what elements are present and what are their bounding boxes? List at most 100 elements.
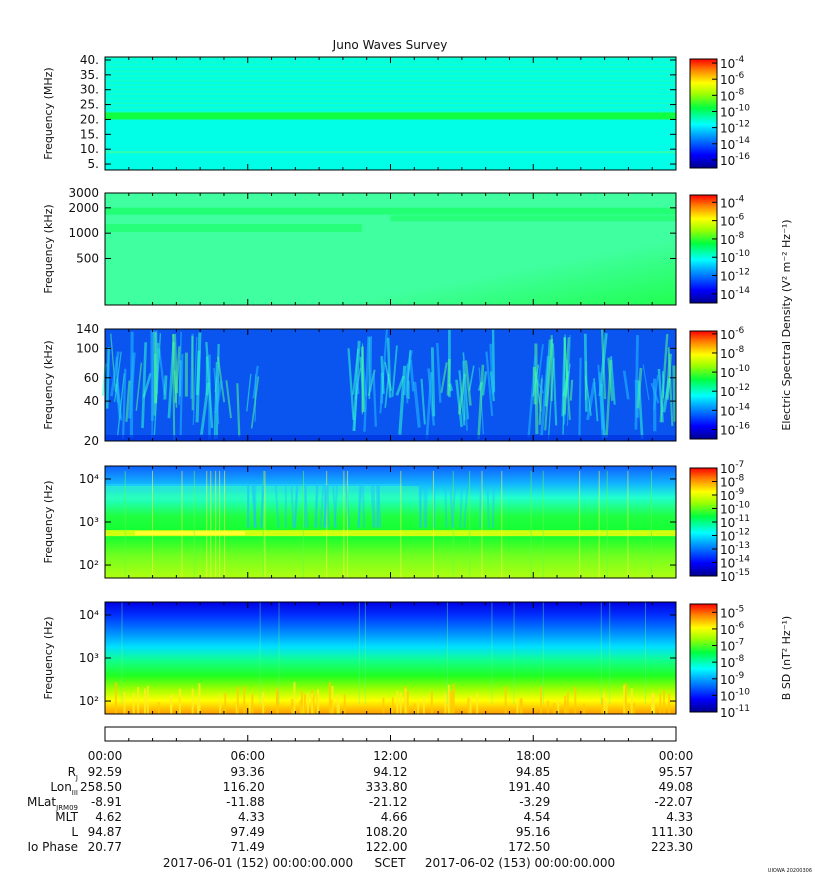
ephemeris-value: 71.49 [230,840,264,854]
heatmap-streak [135,362,143,411]
heatmap-streak [251,484,256,528]
colorbar-tick-label: 10-16 [720,152,750,168]
heatmap-streak [459,484,464,528]
heatmap-streak [171,333,176,441]
heatmap-streak [357,485,361,528]
heatmap-streak [485,351,494,416]
x-time-label: 00:00 [659,749,694,763]
heatmap-streak [372,373,377,427]
heatmap-band [105,97,676,100]
colorbar-4: 10-710-810-910-1010-1110-1210-1310-1410-… [689,460,750,584]
heatmap-streak [314,484,319,528]
heatmap-streak [110,351,120,397]
heatmap-streak [250,376,260,429]
x-time-label: 12:00 [373,749,408,763]
heatmap-streak [357,484,363,528]
heatmap-streak [463,484,469,528]
heatmap-streak [363,336,370,432]
ephemeris-value: 49.08 [659,780,693,794]
heatmap-streak [195,332,202,423]
ephemeris-value: 191.40 [508,780,550,794]
y-tick-label: 10² [79,694,99,708]
heatmap-streak [213,380,223,414]
y-tick-label: 40 [84,394,99,408]
heatmap-band [105,224,362,233]
heatmap-streak [657,368,664,423]
colorbar-tick-label: 10-8 [720,87,745,103]
heatmap-streak [370,484,375,528]
heatmap-band [105,70,676,73]
ephemeris-value: -3.29 [519,795,550,809]
ephemeris-value: -8.91 [91,795,122,809]
heatmap-streak [586,382,596,421]
ephemeris-value: 4.33 [666,810,693,824]
colorbar-title-magnetic: B SD (nT² Hz⁻¹) [780,616,793,700]
ephemeris-value: 122.00 [366,840,408,854]
heatmap-streak [347,348,355,420]
heatmap-streak [355,375,360,395]
heatmap-streak [544,339,552,407]
ephemeris-label: LonIII [50,780,78,797]
colorbar-tick-label: 10-6 [720,326,745,342]
heatmap-streak [213,361,218,440]
ephemeris-value: 94.12 [373,765,407,779]
heatmap-streak [650,382,660,404]
heatmap-streak [121,368,127,440]
heatmap-band [105,111,676,113]
ephemeris-value: 4.62 [95,810,122,824]
ephemeris-label: L [71,825,78,839]
heatmap-streak [448,383,454,392]
colorbar-tick-label: 10-15 [720,568,750,584]
heatmap-streak [380,355,385,395]
heatmap-streak [326,485,330,528]
heatmap-streak [324,485,328,528]
heatmap-band [105,88,676,91]
heatmap-streak [293,484,298,528]
heatmap-streak [141,342,148,429]
colorbar-tick-label: 10-12 [720,268,750,284]
y-tick-label: 35. [80,68,99,82]
heatmap-streak [622,370,630,400]
colorbar-tick-label: 10-10 [720,687,750,703]
y-axis-label: Frequency (kHz) [42,340,55,429]
heatmap-bg [105,602,676,714]
ephemeris-value: 95.57 [659,765,693,779]
colorbar-gradient [689,603,718,713]
colorbar-tick-label: 10-5 [720,604,744,620]
colorbar-tick-label: 10-12 [720,120,750,136]
ephemeris-value: 108.20 [366,825,408,839]
heatmap-streak [444,485,448,528]
heatmap-streak [440,362,448,393]
heatmap-line [135,531,245,536]
heatmap-streak [492,485,495,528]
spectrogram-panel-3: 20 40 60 100 140 Frequency (kHz) [42,322,677,448]
colorbar-tick-label: 10-6 [720,621,745,637]
heatmap-band [105,151,676,154]
heatmap-streak [252,484,257,528]
ephemeris-value: 93.36 [230,765,264,779]
y-tick-label: 15. [80,127,99,141]
y-tick-label: 20 [84,434,99,448]
heatmap-streak [304,484,309,528]
heatmap-streak [246,373,252,412]
ephemeris-value: -11.88 [226,795,265,809]
heatmap-streak [361,485,366,528]
ephemeris-value: 20.77 [88,840,122,854]
heatmap-streak [178,331,182,405]
y-axis-label: Frequency (MHz) [42,67,55,159]
ephemeris-value: 223.30 [651,840,693,854]
heatmap-streak [481,371,488,396]
heatmap-streak [463,371,468,431]
ephemeris-value: 4.66 [381,810,408,824]
y-tick-label: 30. [80,83,99,97]
colorbar-tick-label: 10-14 [720,402,750,418]
colorbar-tick-label: 10-9 [720,671,745,687]
heatmap-band [105,79,676,82]
footer-tag: UIOWA 20200306 [768,868,812,874]
heatmap-streak [274,484,280,528]
heatmap-streak [225,380,232,419]
ephemeris-label: MLT [55,810,78,824]
colorbar-tick-label: 10-4 [720,55,745,71]
y-tick-label: 10⁴ [79,608,99,622]
